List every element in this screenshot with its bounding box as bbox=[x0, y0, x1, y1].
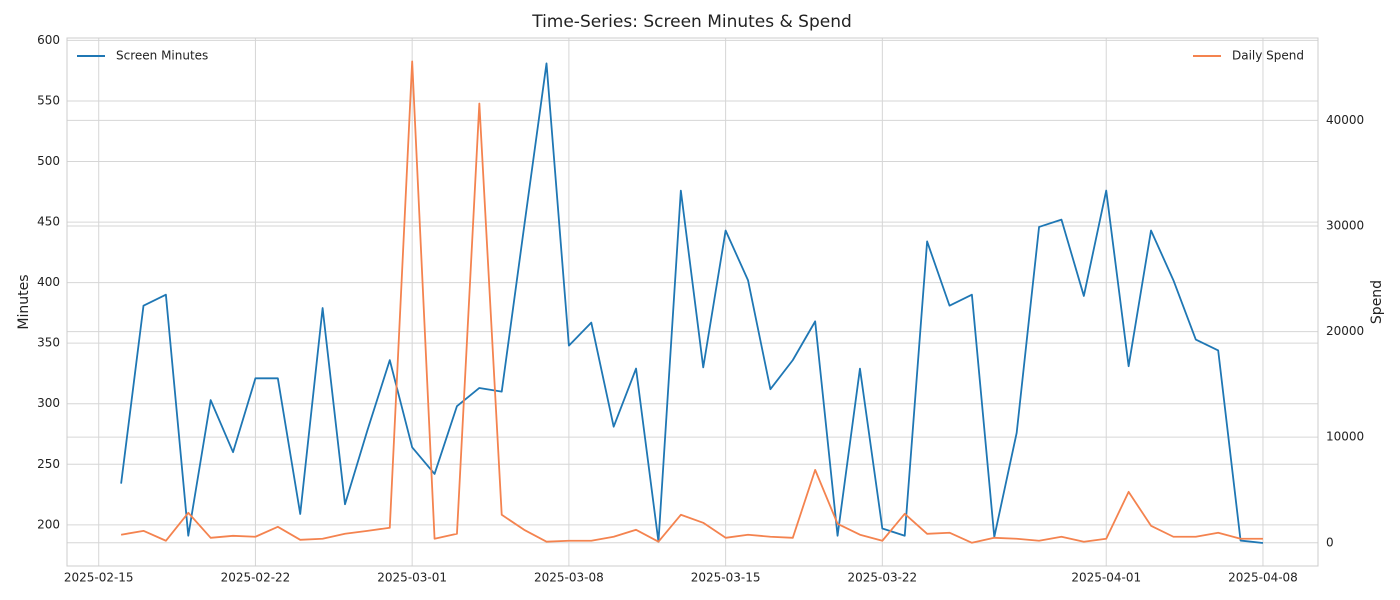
series-line bbox=[120, 60, 1263, 544]
y-tick-label: 200 bbox=[37, 517, 60, 531]
x-tick-label: 2025-03-22 bbox=[847, 571, 917, 585]
series-line bbox=[120, 62, 1264, 544]
y2-axis-label: Spend bbox=[1369, 280, 1385, 324]
y2-tick-label: 20000 bbox=[1326, 324, 1364, 338]
y2-tick-label: 10000 bbox=[1326, 430, 1364, 444]
x-tick-label: 2025-02-15 bbox=[64, 571, 134, 585]
y2-tick-label: 30000 bbox=[1326, 218, 1364, 232]
x-tick-label: 2025-04-08 bbox=[1228, 571, 1298, 585]
plot-frame bbox=[66, 37, 1319, 567]
y-tick-label: 400 bbox=[37, 275, 60, 289]
legend-label: Daily Spend bbox=[1232, 49, 1304, 63]
y-tick-label: 350 bbox=[37, 336, 60, 350]
y2-tick-label: 40000 bbox=[1326, 113, 1364, 127]
y-tick-label: 550 bbox=[37, 93, 60, 107]
y-tick-label: 600 bbox=[37, 33, 60, 47]
x-tick-label: 2025-03-01 bbox=[377, 571, 447, 585]
y-tick-label: 450 bbox=[37, 215, 60, 229]
y-tick-label: 250 bbox=[37, 457, 60, 471]
x-tick-label: 2025-03-08 bbox=[534, 571, 604, 585]
y-tick-label: 500 bbox=[37, 154, 60, 168]
y-tick-label: 300 bbox=[37, 396, 60, 410]
x-tick-label: 2025-04-01 bbox=[1071, 571, 1141, 585]
legend-label: Screen Minutes bbox=[116, 49, 208, 63]
x-tick-label: 2025-02-22 bbox=[221, 571, 291, 585]
y2-tick-label: 0 bbox=[1326, 535, 1334, 549]
x-tick-label: 2025-03-15 bbox=[691, 571, 761, 585]
chart-title: Time-Series: Screen Minutes & Spend bbox=[531, 12, 852, 32]
y-axis-label: Minutes bbox=[16, 274, 32, 329]
